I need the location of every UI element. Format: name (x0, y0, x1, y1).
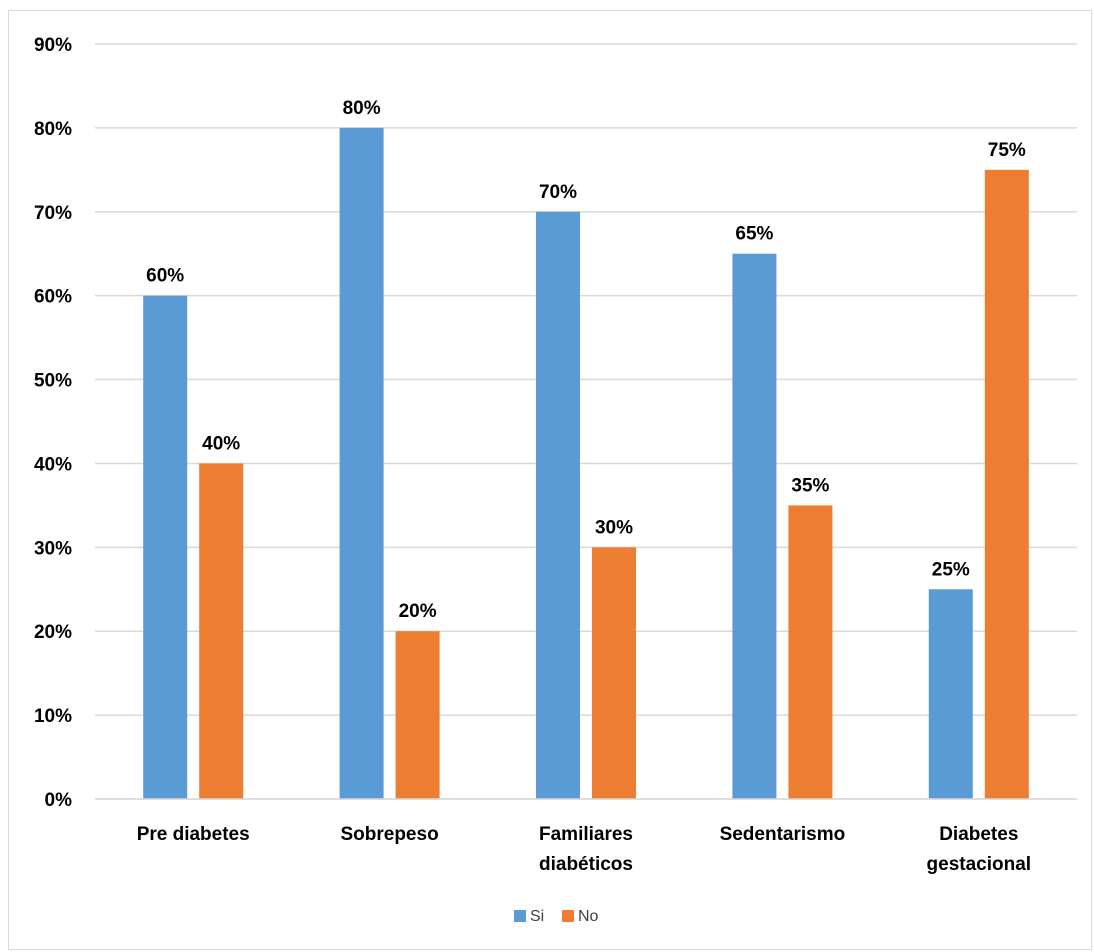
data-label: 65% (735, 224, 773, 245)
legend-swatch-si (514, 910, 526, 922)
y-tick-label: 70% (34, 203, 72, 224)
y-tick-label: 90% (34, 35, 72, 56)
data-label: 60% (146, 266, 184, 287)
legend-swatch-no (562, 910, 574, 922)
x-category-label: Sedentarismo (720, 824, 846, 845)
data-label: 40% (202, 433, 240, 454)
bar-no (788, 505, 833, 799)
data-label: 30% (595, 517, 633, 538)
x-category-label: Diabetes gestacional (927, 824, 1032, 875)
bar-si (536, 211, 580, 799)
data-label: 35% (791, 475, 829, 496)
legend-label-no: No (578, 908, 599, 925)
bar-si (928, 589, 973, 799)
x-category-label: Pre diabetes (137, 824, 250, 845)
y-tick-label: 30% (34, 538, 72, 559)
bar-si (732, 253, 777, 799)
y-tick-label: 20% (34, 622, 72, 643)
bar-no (395, 631, 440, 799)
bar-si (339, 127, 384, 799)
y-tick-label: 0% (45, 790, 73, 811)
bar-no (984, 169, 1029, 800)
data-label: 25% (932, 559, 970, 580)
bar-no (592, 547, 636, 799)
data-label: 75% (988, 140, 1026, 161)
x-category-label: Familiares diabéticos (539, 824, 633, 875)
data-label: 70% (539, 182, 577, 203)
y-tick-label: 50% (34, 371, 72, 392)
data-label: 80% (343, 98, 381, 119)
y-tick-label: 60% (34, 287, 72, 308)
y-tick-label: 10% (34, 706, 72, 727)
bar-si (143, 295, 188, 799)
data-label: 20% (399, 601, 437, 622)
y-tick-label: 40% (34, 454, 72, 475)
legend-label-si: Si (530, 908, 544, 925)
x-category-label: Sobrepeso (340, 824, 438, 845)
bar-no (199, 463, 244, 799)
y-tick-label: 80% (34, 119, 72, 140)
